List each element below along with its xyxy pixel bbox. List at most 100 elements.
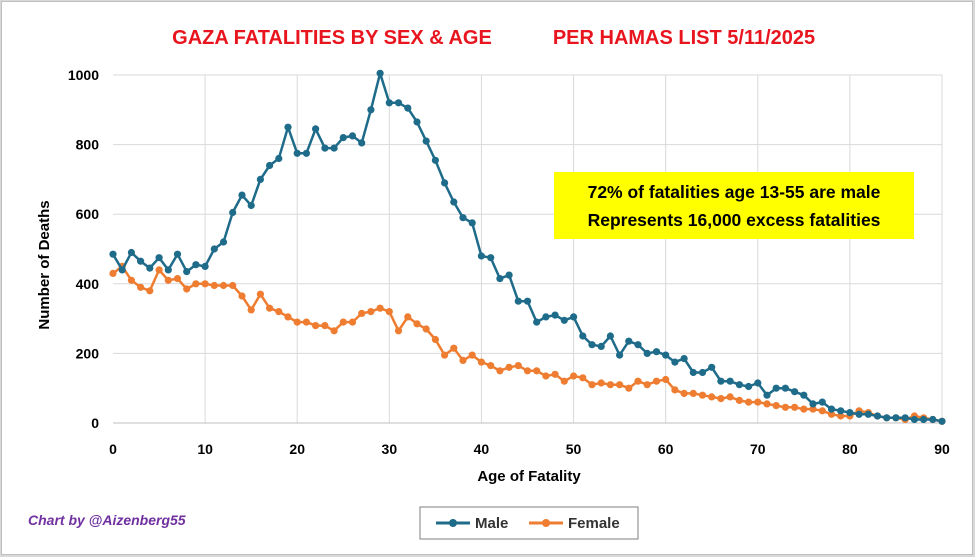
male-point: [652, 348, 661, 356]
female-point: [588, 381, 596, 389]
female-point: [698, 391, 707, 399]
male-point: [745, 382, 753, 391]
female-point: [192, 280, 200, 288]
female-line: [112, 265, 943, 423]
male-point: [450, 198, 458, 206]
female-point: [763, 400, 771, 408]
male-point: [892, 414, 900, 422]
female-point: [818, 407, 826, 415]
male-point: [367, 106, 375, 114]
female-point: [431, 335, 439, 344]
male-point: [772, 384, 780, 392]
male-point: [256, 175, 264, 183]
male-point: [708, 363, 716, 371]
legend-male-marker: [449, 519, 457, 527]
x-axis-label: Age of Fatality: [477, 468, 581, 485]
female-point: [533, 367, 541, 375]
female-point: [652, 377, 661, 385]
female-point: [284, 313, 292, 321]
female-point: [146, 287, 154, 295]
male-point: [754, 379, 762, 387]
male-point: [616, 351, 624, 359]
female-point: [385, 308, 393, 316]
female-point: [791, 403, 799, 411]
female-point: [330, 327, 338, 335]
male-point: [818, 398, 826, 406]
male-point: [680, 355, 688, 363]
male-point: [459, 214, 467, 222]
female-point: [514, 362, 522, 370]
male-point: [883, 414, 891, 422]
female-point: [551, 370, 559, 378]
male-point: [312, 125, 320, 133]
female-point: [772, 402, 780, 410]
male-point: [763, 391, 771, 399]
male-point: [726, 377, 734, 385]
male-point: [837, 407, 845, 415]
male-point: [855, 410, 863, 418]
female-point: [680, 389, 688, 397]
female-point: [238, 292, 246, 300]
male-point: [542, 313, 550, 321]
male-point: [109, 250, 117, 258]
y-tick-label: 800: [76, 137, 100, 153]
female-point: [837, 412, 845, 420]
male-point: [523, 297, 532, 305]
female-point: [735, 396, 744, 404]
male-point: [514, 297, 522, 305]
male-point: [146, 264, 154, 272]
female-point: [358, 309, 366, 317]
male-point: [487, 254, 495, 262]
male-point: [570, 313, 578, 321]
female-point: [671, 386, 679, 394]
male-point: [302, 149, 310, 157]
female-point: [413, 320, 421, 328]
y-axis-label: Number of Deaths: [36, 200, 53, 329]
female-point: [689, 389, 697, 397]
female-point: [155, 266, 163, 274]
female-point: [800, 405, 808, 413]
male-point: [717, 377, 725, 385]
female-point: [302, 318, 310, 326]
male-point: [238, 191, 246, 199]
male-point: [588, 341, 596, 349]
male-point: [219, 238, 228, 246]
male-point: [827, 405, 836, 413]
male-point: [560, 316, 568, 324]
x-tick-label: 20: [289, 441, 305, 457]
male-point: [698, 368, 707, 377]
male-point: [293, 149, 301, 157]
female-point: [109, 269, 117, 277]
male-point: [920, 415, 928, 424]
female-point: [717, 395, 725, 403]
female-point: [164, 276, 172, 284]
annotation-line-2: Represents 16,000 excess fatalities: [588, 210, 881, 230]
male-point: [643, 349, 651, 357]
male-point: [597, 342, 605, 350]
male-point: [385, 99, 393, 107]
male-point: [551, 311, 559, 319]
female-point: [441, 351, 449, 359]
male-point: [579, 332, 587, 340]
chart-subtitle: PER HAMAS LIST 5/11/2025: [553, 27, 815, 49]
female-point: [219, 281, 228, 290]
male-point: [781, 384, 790, 392]
male-point: [901, 414, 909, 422]
x-tick-label: 10: [197, 441, 213, 457]
male-point: [266, 161, 274, 170]
male-point: [229, 208, 237, 217]
female-point: [579, 374, 587, 382]
chart-credit: Chart by @Aizenberg55: [28, 512, 186, 528]
grid-lines: [113, 74, 943, 423]
male-point: [394, 99, 403, 107]
male-point: [431, 156, 439, 164]
male-point: [413, 118, 421, 126]
male-point: [192, 261, 200, 269]
male-point: [127, 248, 135, 257]
male-point: [321, 144, 329, 152]
female-point: [616, 381, 624, 389]
female-point: [809, 405, 817, 413]
female-point: [137, 283, 145, 291]
legend-female: Female: [529, 515, 620, 532]
